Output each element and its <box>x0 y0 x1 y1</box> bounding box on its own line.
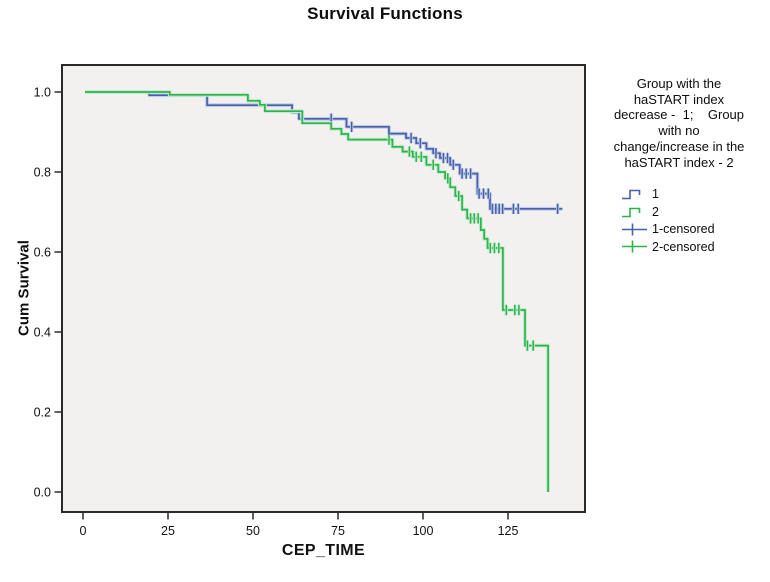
legend-title: Group with the haSTART index decrease - … <box>613 76 745 170</box>
y-axis-title-text: Cum Survival <box>15 240 33 336</box>
legend-items: 1 2 1-censored 2-censored <box>588 185 770 255</box>
step-line-glyph-green <box>622 207 641 217</box>
svg-text:1.0: 1.0 <box>34 86 51 100</box>
legend-item-label: 2 <box>652 204 659 219</box>
svg-text:25: 25 <box>161 524 175 538</box>
legend-item-group2-censored: 2-censored <box>621 238 770 256</box>
plus-marker-glyph-green <box>622 240 647 253</box>
chart-title: Survival Functions <box>307 4 463 23</box>
legend-item-label: 1 <box>652 187 659 202</box>
svg-text:0.2: 0.2 <box>34 406 51 420</box>
legend-item-group2: 2 <box>621 203 770 221</box>
legend-item-label: 2-censored <box>652 239 715 254</box>
plus-marker-glyph-blue <box>622 223 647 236</box>
svg-text:0.6: 0.6 <box>34 246 51 260</box>
svg-text:100: 100 <box>413 524 434 538</box>
svg-text:0.4: 0.4 <box>34 326 51 340</box>
svg-text:125: 125 <box>498 524 519 538</box>
svg-text:0: 0 <box>80 524 87 538</box>
svg-text:75: 75 <box>331 524 345 538</box>
legend-item-group1-censored: 1-censored <box>621 220 770 238</box>
step-line-glyph-blue <box>622 189 641 200</box>
svg-text:50: 50 <box>246 524 260 538</box>
legend-item-group1: 1 <box>621 185 770 203</box>
svg-text:0.8: 0.8 <box>34 166 51 180</box>
legend-item-label: 1-censored <box>652 222 715 237</box>
legend: Group with the haSTART index decrease - … <box>588 76 770 256</box>
x-axis-title: CEP_TIME <box>281 542 366 559</box>
svg-text:0.0: 0.0 <box>34 486 51 500</box>
